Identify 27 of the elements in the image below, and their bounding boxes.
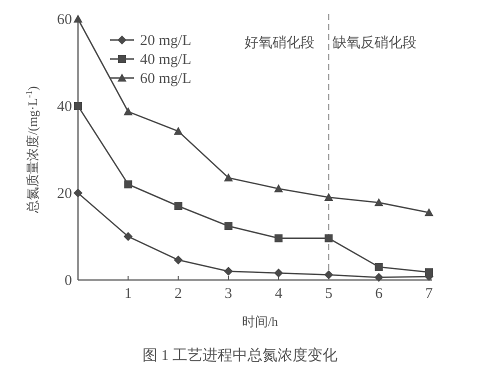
point <box>274 234 283 242</box>
point <box>74 102 82 110</box>
point <box>324 192 334 201</box>
annotation: 好氧硝化段 <box>244 36 315 51</box>
point <box>74 14 82 23</box>
point <box>224 266 233 276</box>
point <box>374 198 384 206</box>
title: 图 1 工艺进程中总氮浓度变化 <box>142 348 338 364</box>
point <box>324 234 333 242</box>
point <box>274 184 284 192</box>
point <box>174 126 183 135</box>
point <box>274 268 284 278</box>
point <box>174 255 183 264</box>
point <box>424 208 434 216</box>
point <box>124 107 133 116</box>
point <box>224 222 232 230</box>
point <box>224 173 233 182</box>
point <box>124 232 133 241</box>
point <box>374 272 384 282</box>
point <box>324 270 334 280</box>
point <box>174 202 182 210</box>
point <box>374 262 383 271</box>
point <box>424 268 433 276</box>
xlabel: 时间/h <box>242 314 278 329</box>
point <box>74 188 82 198</box>
annotation: 缺氧反硝化段 <box>332 36 417 51</box>
point <box>124 180 132 188</box>
